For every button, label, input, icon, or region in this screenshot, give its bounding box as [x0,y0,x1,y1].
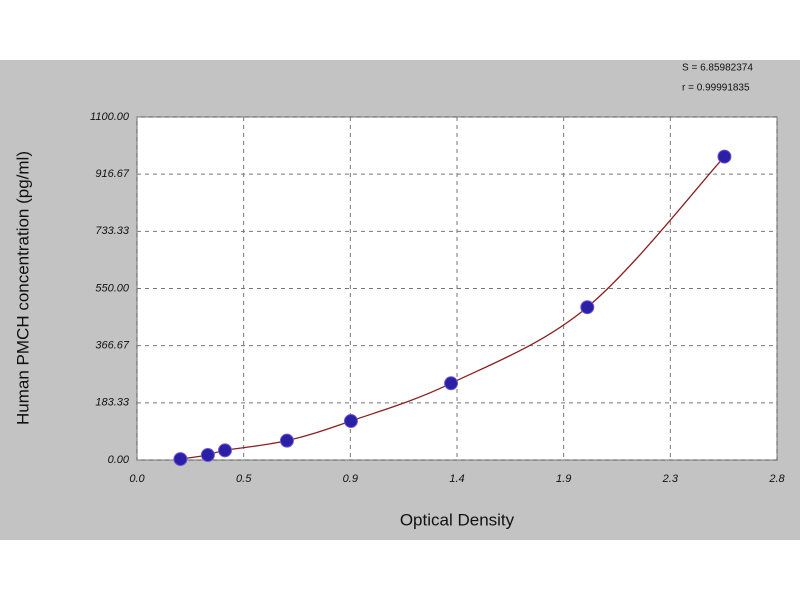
data-point [279,433,294,448]
y-tick-label: 0.00 [108,454,130,466]
x-tick-label: 2.3 [662,473,679,485]
x-tick-label: 0.5 [236,473,252,485]
y-tick-label: 366.67 [95,340,130,352]
data-point [173,452,188,467]
x-tick-label: 1.9 [556,473,571,485]
data-point [580,300,595,315]
data-point [444,376,459,391]
y-tick-label: 1100.00 [90,111,130,123]
data-point [200,448,215,463]
data-point [218,443,232,458]
x-tick-label: 0.9 [343,473,358,485]
y-tick-label: 916.67 [95,168,130,180]
y-tick-label: 733.33 [95,225,130,237]
x-tick-label: 1.4 [449,473,464,485]
y-tick-label: 183.33 [95,397,130,409]
x-tick-label: 2.8 [768,473,785,485]
data-point [343,414,358,429]
y-tick-label: 550.00 [95,282,130,294]
annotation: S = 6.85982374 [682,63,753,74]
annotation: r = 0.99991835 [682,83,750,94]
y-axis-title: Human PMCH concentration (pg/ml) [13,151,32,425]
x-tick-label: 0.0 [129,473,145,485]
x-axis-title: Optical Density [400,510,515,529]
data-point [717,149,732,164]
